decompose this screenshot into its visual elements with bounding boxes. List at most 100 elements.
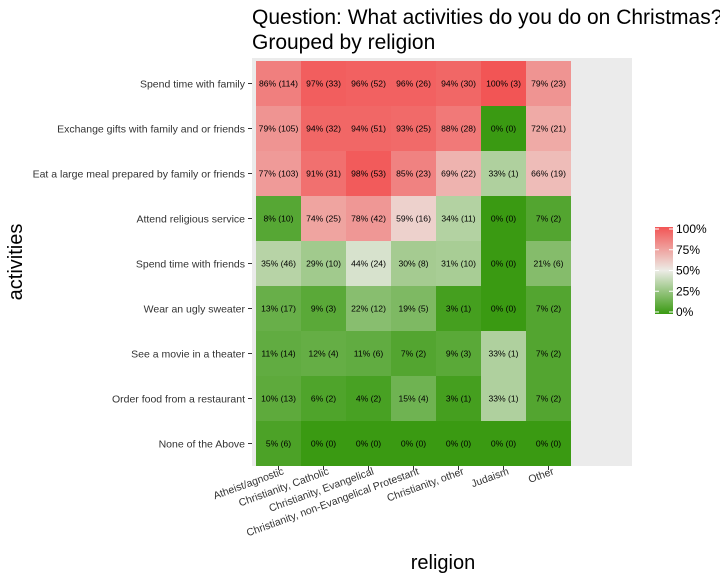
heatmap-cell: [391, 421, 436, 466]
heatmap-cell: [301, 196, 346, 241]
cell-value-label: 22% (12): [351, 304, 386, 314]
heatmap-cell: [526, 151, 571, 196]
cell-value-label: 8% (10): [263, 214, 293, 224]
chart-title-line-1: Question: What activities do you do on C…: [252, 6, 720, 29]
heatmap-cell: [481, 61, 526, 106]
cell-value-label: 0% (0): [491, 439, 516, 449]
heatmap-cell: [256, 376, 301, 421]
heatmap-cells: [256, 61, 571, 466]
legend-tick-label: 100%: [676, 222, 707, 236]
heatmap-cell: [391, 106, 436, 151]
cell-value-label: 86% (114): [259, 79, 298, 89]
cell-value-label: 0% (0): [491, 214, 516, 224]
heatmap-cell: [481, 106, 526, 151]
cell-value-label: 4% (2): [356, 394, 381, 404]
heatmap-cell: [436, 106, 481, 151]
heatmap-cell: [256, 286, 301, 331]
legend-colorbar: [655, 227, 673, 314]
heatmap-cell: [436, 196, 481, 241]
heatmap-cell: [526, 331, 571, 376]
cell-value-label: 12% (4): [308, 349, 338, 359]
cell-value-label: 66% (19): [531, 169, 566, 179]
chart-title-line-2: Grouped by religion: [252, 31, 435, 54]
heatmap-cell: [526, 376, 571, 421]
heatmap-cell: [481, 286, 526, 331]
cell-value-label: 7% (2): [536, 349, 561, 359]
cell-value-label: 0% (0): [491, 124, 516, 134]
legend-tick-label: 25%: [676, 284, 700, 298]
cell-value-label: 74% (25): [306, 214, 341, 224]
x-tick-label: Judaism: [470, 465, 511, 490]
y-tick-label: See a movie in a theater: [131, 349, 245, 361]
heatmap-cell: [436, 151, 481, 196]
heatmap-cell: [526, 421, 571, 466]
heatmap-cell: [256, 421, 301, 466]
cell-value-label: 21% (6): [533, 259, 563, 269]
cell-value-label: 79% (23): [531, 79, 566, 89]
heatmap-cell: [346, 196, 391, 241]
y-tick-label: Spend time with family: [140, 79, 246, 91]
heatmap-cell: [346, 106, 391, 151]
heatmap-cell: [526, 61, 571, 106]
y-axis-tick-labels: Spend time with family Exchange gifts wit…: [33, 79, 252, 451]
cell-value-label: 0% (0): [356, 439, 381, 449]
heatmap-cell: [346, 421, 391, 466]
heatmap-cell: [346, 286, 391, 331]
heatmap-cell: [436, 61, 481, 106]
heatmap-cell: [346, 376, 391, 421]
y-tick-label: Eat a large meal prepared by family or f…: [33, 169, 245, 181]
heatmap-cell: [301, 241, 346, 286]
cell-value-label: 78% (42): [351, 214, 386, 224]
heatmap-cell: [481, 241, 526, 286]
cell-value-label: 7% (2): [536, 394, 561, 404]
heatmap-cell: [256, 61, 301, 106]
cell-value-label: 9% (3): [446, 349, 471, 359]
heatmap-cell: [346, 61, 391, 106]
y-axis-title: activities: [5, 224, 27, 301]
cell-value-label: 94% (51): [351, 124, 386, 134]
cell-value-label: 72% (21): [531, 124, 566, 134]
cell-value-label: 33% (1): [488, 169, 518, 179]
cell-value-label: 0% (0): [491, 259, 516, 269]
heatmap-cell: [436, 331, 481, 376]
heatmap-cell: [526, 241, 571, 286]
cell-value-label: 96% (26): [396, 79, 431, 89]
heatmap-cell-labels: 86% (114) 97% (33) 96% (52) 96% (26) 94% (30…: [259, 79, 566, 449]
cell-value-label: 13% (17): [261, 304, 296, 314]
heatmap-cell: [526, 196, 571, 241]
y-tick-label: None of the Above: [159, 439, 246, 451]
cell-value-label: 15% (4): [398, 394, 428, 404]
heatmap-cell: [346, 151, 391, 196]
cell-value-label: 0% (0): [491, 304, 516, 314]
heatmap-cell: [301, 151, 346, 196]
heatmap-cell: [436, 241, 481, 286]
heatmap-cell: [301, 61, 346, 106]
heatmap-cell: [301, 376, 346, 421]
heatmap-cell: [481, 376, 526, 421]
heatmap-cell: [391, 196, 436, 241]
heatmap-cell: [301, 331, 346, 376]
cell-value-label: 77% (103): [259, 169, 299, 179]
cell-value-label: 33% (1): [488, 394, 518, 404]
heatmap-cell: [256, 331, 301, 376]
heatmap-cell: [256, 196, 301, 241]
heatmap-cell: [256, 241, 301, 286]
heatmap-cell: [256, 151, 301, 196]
heatmap-cell: [301, 106, 346, 151]
cell-value-label: 3% (1): [446, 394, 471, 404]
cell-value-label: 10% (13): [261, 394, 296, 404]
cell-value-label: 0% (0): [311, 439, 336, 449]
cell-value-label: 88% (28): [441, 124, 476, 134]
cell-value-label: 94% (32): [306, 124, 341, 134]
cell-value-label: 93% (25): [396, 124, 431, 134]
cell-value-label: 34% (11): [441, 214, 475, 224]
cell-value-label: 29% (10): [306, 259, 341, 269]
cell-value-label: 11% (6): [354, 349, 384, 359]
cell-value-label: 44% (24): [351, 259, 386, 269]
cell-value-label: 3% (1): [446, 304, 471, 314]
heatmap-cell: [436, 286, 481, 331]
cell-value-label: 7% (2): [536, 304, 561, 314]
cell-value-label: 85% (23): [396, 169, 431, 179]
